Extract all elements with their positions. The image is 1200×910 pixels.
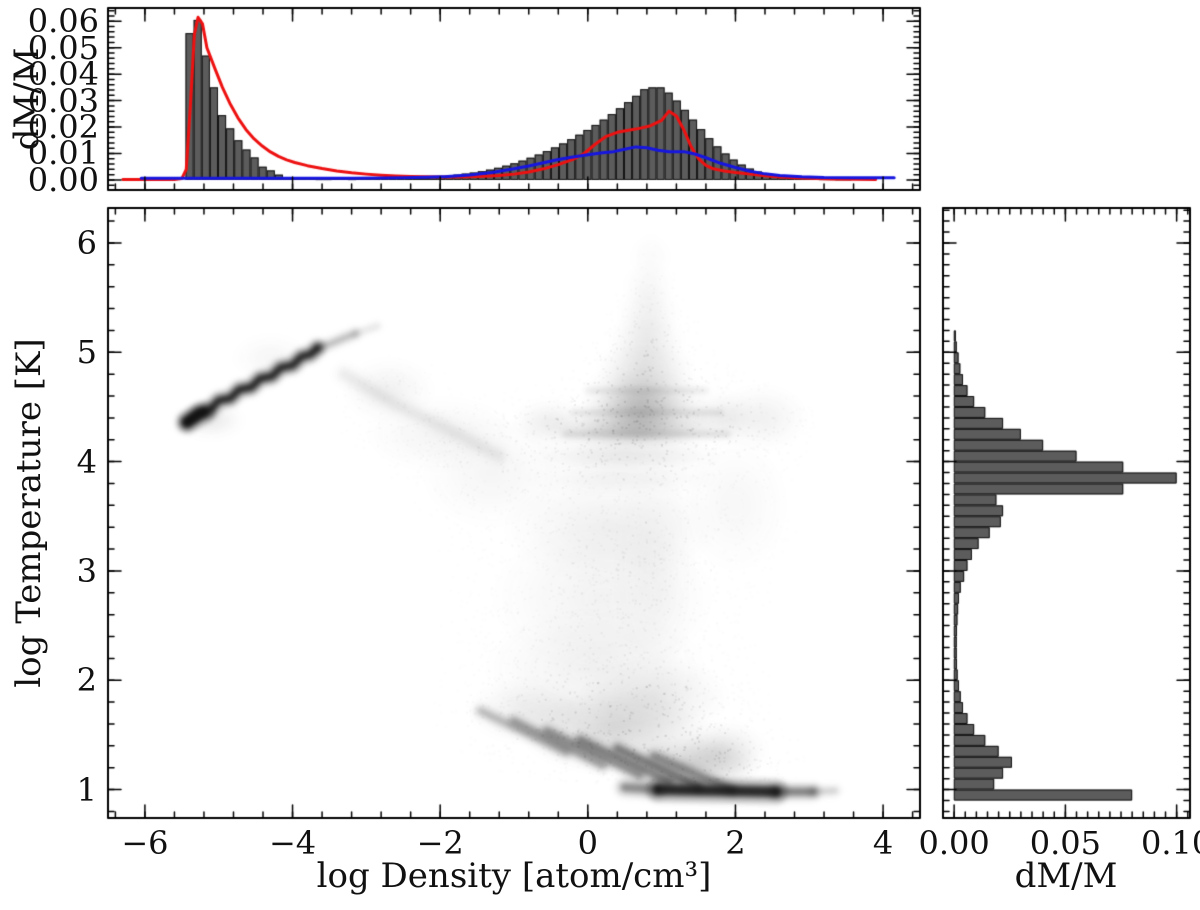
main-y-tick-label: 6 — [76, 223, 97, 262]
top-hist-y-tick-label: 0.06 — [27, 2, 99, 41]
right-hist-x-tick-label: 0.05 — [1029, 824, 1101, 862]
main-xlabel: log Density [atom/cm³] — [316, 856, 712, 896]
top-hist-y-tick-label: 0.03 — [27, 81, 99, 120]
main-x-tick-label: 4 — [872, 824, 894, 862]
top-hist-y-tick-label: 0.02 — [27, 108, 99, 147]
main-x-tick-label: −6 — [121, 824, 169, 862]
main-y-tick-label: 1 — [76, 770, 97, 809]
right-hist-x-tick-label: 0.10 — [1141, 824, 1200, 862]
top-hist-y-tick-label: 0.04 — [27, 55, 99, 94]
main-x-tick-label: −2 — [416, 824, 464, 862]
right-hist-x-tick-label: 0.00 — [918, 824, 990, 862]
top-hist-y-tick-label: 0.00 — [27, 160, 99, 199]
top-hist-y-tick-label: 0.01 — [27, 134, 99, 173]
main-y-tick-label: 2 — [76, 661, 97, 700]
main-x-tick-label: 0 — [577, 824, 598, 862]
main-ylabel: log Temperature [K] — [9, 338, 49, 688]
top-hist-y-tick-label: 0.05 — [27, 28, 99, 67]
main-y-tick-label: 5 — [76, 333, 97, 372]
main-x-tick-label: −4 — [268, 824, 317, 862]
main-y-tick-label: 3 — [76, 551, 97, 590]
right-hist-xlabel: dM/M — [1014, 856, 1118, 896]
main-x-tick-label: 2 — [725, 824, 746, 862]
main-y-tick-label: 4 — [76, 442, 97, 481]
